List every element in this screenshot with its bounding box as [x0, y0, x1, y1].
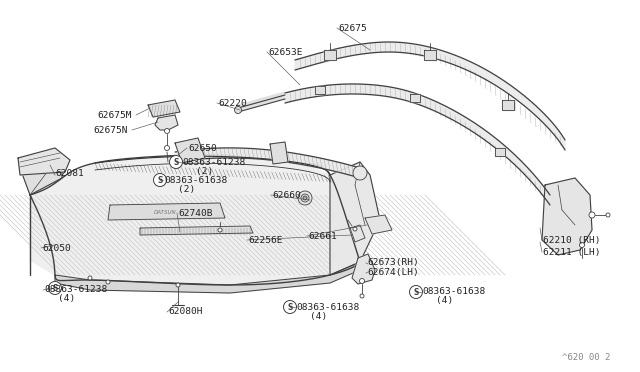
Text: S: S [413, 288, 419, 297]
Polygon shape [108, 203, 225, 220]
Circle shape [353, 227, 357, 231]
Polygon shape [350, 225, 365, 242]
Polygon shape [30, 156, 360, 285]
Polygon shape [542, 178, 592, 255]
Circle shape [298, 191, 312, 205]
Text: 62211 (LH): 62211 (LH) [543, 247, 600, 257]
Circle shape [589, 212, 595, 218]
Text: (4): (4) [310, 311, 327, 321]
Text: 62660: 62660 [272, 190, 301, 199]
Text: (2): (2) [178, 185, 195, 193]
Circle shape [360, 279, 365, 283]
Text: 62256E: 62256E [248, 235, 282, 244]
Circle shape [410, 285, 422, 298]
Text: S: S [287, 303, 292, 312]
Circle shape [284, 301, 296, 314]
Circle shape [360, 294, 364, 298]
Circle shape [234, 106, 241, 113]
Text: 62210 (RH): 62210 (RH) [543, 235, 600, 244]
Circle shape [164, 145, 170, 151]
Polygon shape [352, 254, 375, 284]
Text: 62675: 62675 [338, 23, 367, 32]
Text: 62081: 62081 [55, 169, 84, 177]
Polygon shape [495, 148, 505, 156]
Polygon shape [175, 138, 205, 163]
Circle shape [170, 155, 182, 169]
Text: 08363-61638: 08363-61638 [164, 176, 227, 185]
Polygon shape [18, 148, 70, 175]
Circle shape [353, 166, 367, 180]
Text: 08363-61638: 08363-61638 [296, 302, 359, 311]
Circle shape [303, 196, 307, 200]
Text: 62650: 62650 [188, 144, 217, 153]
Text: 62661: 62661 [308, 231, 337, 241]
Text: S: S [173, 158, 179, 167]
Text: DATSUN: DATSUN [154, 209, 176, 215]
Polygon shape [55, 262, 360, 293]
Text: 62675N: 62675N [93, 125, 127, 135]
Text: 62220: 62220 [218, 99, 247, 108]
Polygon shape [295, 42, 565, 150]
Text: S: S [52, 284, 58, 293]
Text: 62050: 62050 [42, 244, 71, 253]
Text: (4): (4) [58, 295, 76, 304]
Circle shape [606, 213, 610, 217]
Text: 62653E: 62653E [268, 48, 303, 57]
Text: 62080H: 62080H [168, 308, 202, 317]
Text: 62673(RH): 62673(RH) [367, 259, 419, 267]
Polygon shape [148, 100, 180, 117]
Text: 08363-61238: 08363-61238 [182, 157, 245, 167]
Polygon shape [285, 84, 550, 205]
Polygon shape [324, 50, 336, 60]
Text: 62740B: 62740B [178, 208, 212, 218]
Circle shape [88, 276, 92, 280]
Circle shape [176, 283, 180, 287]
Text: 62675M: 62675M [97, 110, 131, 119]
Circle shape [49, 282, 61, 295]
Text: (2): (2) [196, 167, 213, 176]
Polygon shape [155, 115, 178, 130]
Polygon shape [365, 215, 392, 234]
Text: 08363-61238: 08363-61238 [44, 285, 108, 295]
Circle shape [579, 243, 584, 247]
Polygon shape [502, 100, 514, 110]
Circle shape [164, 128, 170, 134]
Text: 08363-61638: 08363-61638 [422, 288, 485, 296]
Circle shape [218, 228, 222, 232]
Polygon shape [140, 226, 253, 235]
Text: S: S [157, 176, 163, 185]
Polygon shape [315, 86, 325, 94]
Text: ^620 00 2: ^620 00 2 [562, 353, 610, 362]
Polygon shape [330, 162, 380, 275]
Polygon shape [410, 94, 420, 102]
Text: (4): (4) [436, 296, 453, 305]
Circle shape [154, 173, 166, 186]
Polygon shape [20, 155, 62, 195]
Polygon shape [424, 50, 436, 60]
Text: 62674(LH): 62674(LH) [367, 269, 419, 278]
Circle shape [106, 280, 110, 284]
Polygon shape [270, 142, 288, 164]
